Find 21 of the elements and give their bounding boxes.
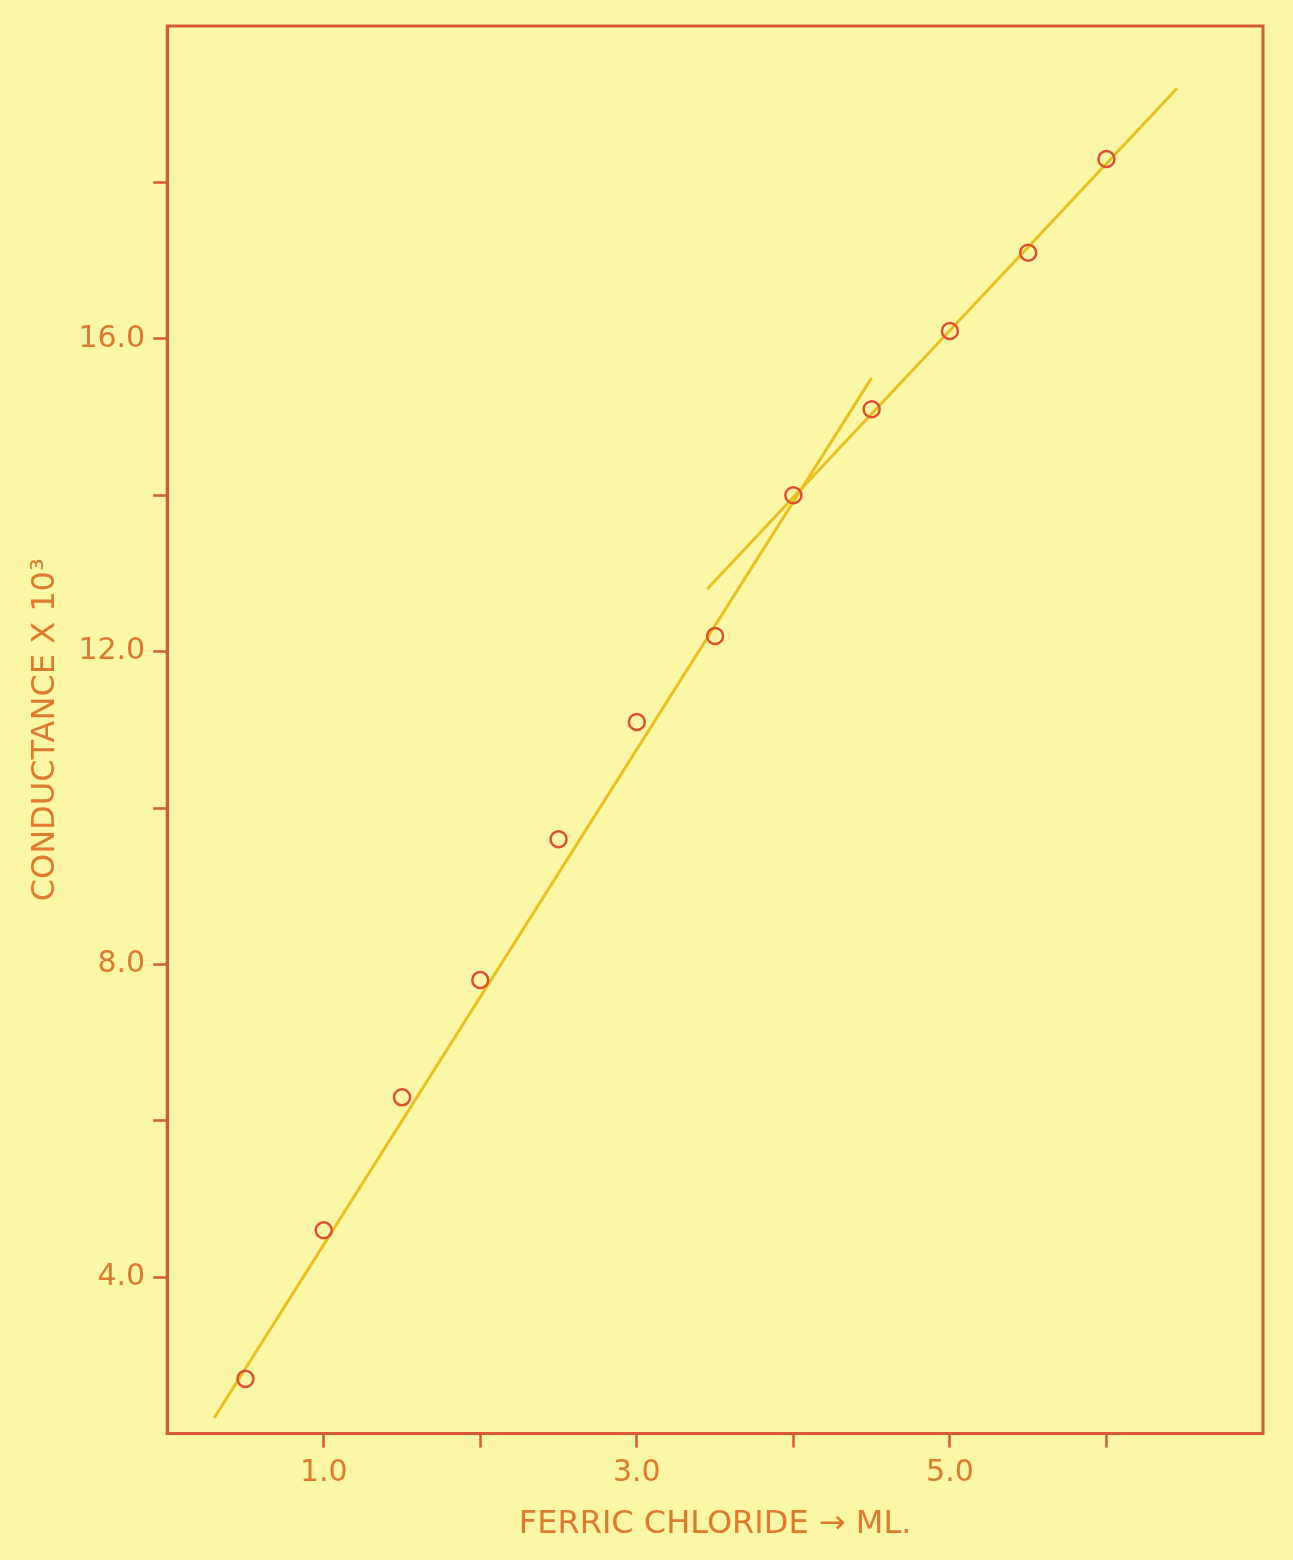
x-tick-label: 3.0	[612, 1453, 661, 1489]
point	[1097, 149, 1116, 169]
point	[940, 321, 960, 341]
point	[1018, 243, 1038, 263]
point	[471, 970, 490, 990]
point	[627, 712, 647, 732]
point	[549, 830, 568, 849]
x-tick-label: 1.0	[299, 1453, 348, 1489]
point	[784, 485, 803, 505]
x-axis-title: FERRIC CHLORIDE → ML.	[518, 1503, 912, 1542]
point	[392, 1088, 412, 1107]
y-tick-label: 16.0	[78, 318, 146, 354]
y-tick-label: 12.0	[78, 631, 146, 667]
point	[314, 1221, 333, 1240]
y-tick-label: 8.0	[97, 944, 146, 980]
point	[236, 1369, 255, 1389]
y-tick-label: 4.0	[97, 1257, 146, 1292]
point	[862, 399, 881, 419]
y-axis-title: CONDUCTANCE X 10³	[23, 558, 62, 902]
point	[705, 626, 725, 646]
x-tick-label: 5.0	[926, 1453, 974, 1489]
